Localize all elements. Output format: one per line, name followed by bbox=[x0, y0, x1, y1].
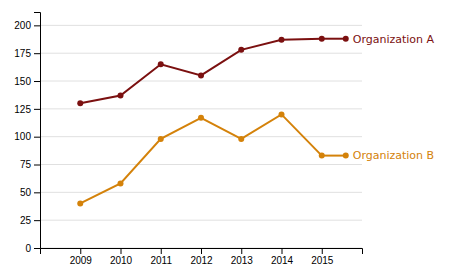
x-tick-mark bbox=[322, 248, 323, 254]
x-tick-label: 2010 bbox=[110, 255, 133, 266]
x-tick-mark bbox=[282, 248, 283, 254]
label-dot bbox=[343, 153, 349, 159]
grid-line bbox=[40, 220, 362, 221]
line bbox=[80, 39, 322, 104]
y-tick: 125 bbox=[14, 104, 40, 115]
y-tick-mark bbox=[34, 81, 40, 82]
x-tick: 2011 bbox=[150, 248, 172, 266]
series-group bbox=[77, 36, 325, 207]
y-tick-mark bbox=[34, 137, 40, 138]
y-tick: 150 bbox=[14, 76, 40, 87]
y-tick-label: 0 bbox=[25, 243, 31, 254]
y-tick-mark bbox=[34, 109, 40, 110]
x-tick: 2014 bbox=[271, 248, 294, 266]
point bbox=[158, 61, 164, 67]
chart: 2009 2010 2011 2012 2013 2014 2015 0 25 50 75 100 12… bbox=[0, 0, 474, 274]
x-tick-mark bbox=[201, 248, 202, 254]
x-tick: 2010 bbox=[110, 248, 133, 266]
label-connector bbox=[322, 38, 346, 40]
point bbox=[238, 47, 244, 53]
x-tick-mark bbox=[80, 248, 81, 254]
x-tick-label: 2012 bbox=[190, 255, 213, 266]
y-tick: 25 bbox=[20, 215, 40, 226]
x-tick-label: 2009 bbox=[70, 255, 93, 266]
grid-line bbox=[40, 192, 362, 193]
grid-line bbox=[40, 53, 362, 54]
label-connector bbox=[322, 155, 346, 157]
grid-line bbox=[40, 25, 362, 26]
y-axis: 0 25 50 75 100 125 150 175 200 bbox=[14, 13, 40, 254]
point bbox=[77, 100, 83, 106]
y-tick: 50 bbox=[20, 187, 40, 198]
y-tick-label: 75 bbox=[20, 159, 32, 170]
grid-line bbox=[40, 164, 362, 165]
y-tick-label: 125 bbox=[14, 104, 31, 115]
grid-line bbox=[40, 81, 362, 82]
axis-line bbox=[34, 13, 41, 249]
y-tick: 175 bbox=[14, 48, 40, 59]
x-tick-label: 2011 bbox=[150, 255, 172, 266]
x-tick: 2013 bbox=[231, 248, 254, 266]
point bbox=[198, 115, 204, 121]
point bbox=[238, 136, 244, 142]
grid bbox=[40, 25, 362, 248]
point bbox=[118, 92, 124, 98]
y-tick-label: 200 bbox=[14, 20, 31, 31]
y-tick: 0 bbox=[25, 243, 40, 254]
y-tick-mark bbox=[34, 25, 40, 26]
x-tick: 2015 bbox=[311, 248, 334, 266]
x-tick-mark bbox=[241, 248, 242, 254]
axis-line bbox=[41, 249, 363, 255]
end-labels: Organization A Organization B bbox=[322, 33, 435, 163]
grid-line bbox=[40, 108, 362, 109]
point bbox=[279, 111, 285, 117]
point bbox=[77, 200, 83, 206]
y-tick-label: 175 bbox=[14, 48, 31, 59]
y-tick-label: 150 bbox=[14, 76, 31, 87]
point bbox=[198, 72, 204, 78]
y-tick: 100 bbox=[14, 131, 40, 142]
line bbox=[80, 114, 322, 203]
y-tick: 75 bbox=[20, 159, 40, 170]
point bbox=[118, 180, 124, 186]
y-tick-label: 50 bbox=[20, 187, 32, 198]
x-tick-label: 2015 bbox=[311, 255, 334, 266]
plot: 2009 2010 2011 2012 2013 2014 2015 0 25 50 75 100 12… bbox=[14, 13, 434, 267]
label-dot bbox=[343, 36, 349, 42]
x-axis: 2009 2010 2011 2012 2013 2014 2015 bbox=[41, 248, 363, 266]
x-tick-label: 2013 bbox=[231, 255, 254, 266]
point bbox=[158, 136, 164, 142]
y-tick-mark bbox=[34, 192, 40, 193]
point bbox=[279, 37, 285, 43]
y-tick-mark bbox=[34, 248, 40, 249]
x-tick-mark bbox=[121, 248, 122, 254]
x-tick-label: 2014 bbox=[271, 255, 294, 266]
y-tick-label: 100 bbox=[14, 131, 31, 142]
grid-line bbox=[40, 136, 362, 137]
y-tick: 200 bbox=[14, 20, 40, 31]
series-label: Organization B bbox=[353, 149, 434, 162]
y-tick-mark bbox=[34, 220, 40, 221]
y-tick-mark bbox=[34, 165, 40, 166]
y-tick-mark bbox=[34, 53, 40, 54]
x-tick-mark bbox=[161, 248, 162, 254]
series-label: Organization A bbox=[353, 33, 435, 46]
x-tick: 2012 bbox=[190, 248, 213, 266]
x-tick: 2009 bbox=[70, 248, 93, 266]
y-tick-label: 25 bbox=[20, 215, 32, 226]
